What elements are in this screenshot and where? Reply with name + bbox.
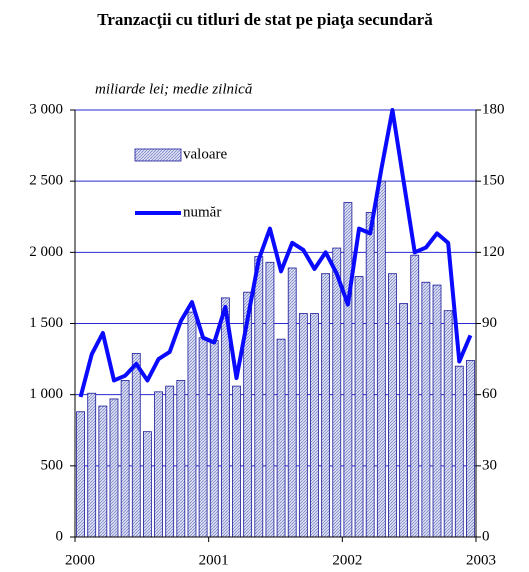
y-tick-label: 3 000: [29, 101, 63, 117]
bar: [421, 281, 431, 538]
y2-tick-label: 120: [482, 244, 505, 260]
bar: [209, 340, 219, 538]
chart-title: Tranzacţii cu titluri de stat pe piaţa s…: [97, 10, 433, 29]
bar: [165, 385, 175, 538]
bar: [98, 405, 108, 538]
bar: [399, 303, 408, 538]
bar: [432, 284, 442, 538]
bar: [109, 398, 119, 538]
y-tick-label: 500: [41, 457, 64, 473]
bar: [466, 360, 475, 538]
y2-tick-label: 180: [482, 101, 505, 117]
bar: [443, 310, 453, 538]
bar: [454, 365, 464, 538]
y2-tick-label: 90: [482, 315, 497, 331]
bar: [298, 313, 308, 538]
bar: [143, 431, 152, 538]
bar: [332, 247, 342, 538]
y2-tick-label: 60: [482, 386, 497, 402]
bar: [254, 256, 264, 538]
bar: [276, 338, 286, 538]
bar: [376, 180, 386, 538]
legend-label: valoare: [183, 146, 227, 162]
bar: [265, 261, 275, 538]
bar: [198, 337, 208, 538]
x-tick-label: 2003: [466, 552, 496, 568]
legend-label: număr: [183, 204, 221, 220]
y-tick-label: 1 500: [29, 315, 63, 331]
bar: [87, 392, 97, 538]
y2-tick-label: 150: [482, 173, 505, 189]
bar: [343, 202, 353, 538]
bar: [187, 311, 197, 538]
y-tick-label: 1 000: [29, 386, 63, 402]
legend-swatch: [134, 148, 182, 162]
bar: [410, 254, 420, 538]
bar: [388, 273, 397, 538]
x-tick-label: 2000: [65, 552, 95, 568]
bar: [232, 385, 241, 538]
bar: [154, 391, 163, 538]
bar: [321, 273, 331, 538]
y2-tick-label: 30: [482, 457, 497, 473]
bar: [120, 380, 130, 538]
subtitle: miliarde lei; medie zilnică: [95, 81, 252, 97]
y-tick-label: 0: [56, 528, 64, 544]
bar: [131, 352, 141, 538]
bar: [365, 212, 375, 538]
line: [78, 108, 473, 398]
y2-tick-label: 0: [482, 528, 490, 544]
y-tick-label: 2 500: [29, 173, 63, 189]
y-tick-label: 2 000: [29, 244, 63, 260]
x-tick-label: 2001: [199, 552, 229, 568]
x-tick-label: 2002: [332, 552, 362, 568]
bar: [287, 267, 297, 538]
bar: [76, 411, 85, 538]
bar: [354, 276, 364, 538]
bar: [176, 380, 186, 538]
bar: [310, 313, 319, 538]
